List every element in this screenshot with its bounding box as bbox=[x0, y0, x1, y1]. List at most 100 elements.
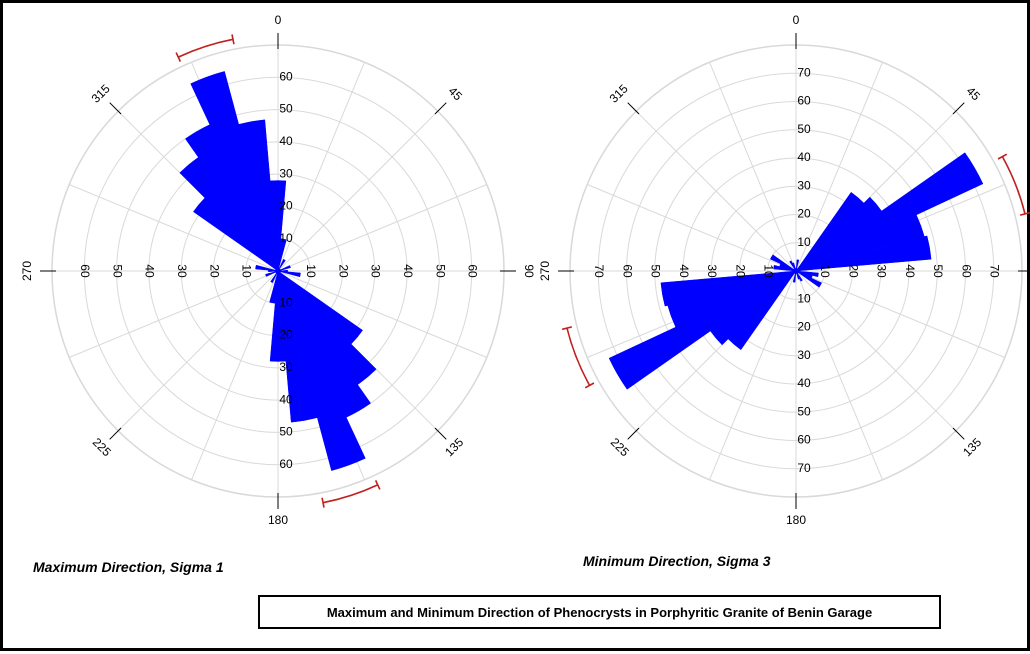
direction-label: 270 bbox=[538, 261, 552, 281]
radial-value-label: 10 bbox=[240, 264, 254, 278]
rose-petal bbox=[277, 238, 287, 272]
confidence-arc-cap bbox=[584, 382, 595, 389]
figure-caption-box: Maximum and Minimum Direction of Phenocr… bbox=[258, 595, 941, 629]
grid-spoke bbox=[69, 184, 279, 272]
rose-petal bbox=[255, 264, 279, 272]
radial-value-label: 40 bbox=[279, 392, 293, 406]
rose-petal bbox=[795, 270, 803, 282]
radial-value-label: 10 bbox=[818, 264, 832, 278]
confidence-arc-cap bbox=[997, 153, 1008, 160]
radial-value-label: 50 bbox=[279, 102, 293, 116]
grid-spoke bbox=[277, 270, 487, 358]
rose-petal bbox=[265, 270, 279, 277]
radial-value-label: 40 bbox=[279, 134, 293, 148]
rose-petal bbox=[269, 270, 279, 304]
radial-value-label: 10 bbox=[797, 235, 811, 249]
grid-spoke bbox=[795, 270, 1005, 358]
rose-diagrams: 0459013518022527031510101010202020203030… bbox=[20, 13, 1030, 527]
direction-label: 45 bbox=[446, 84, 466, 104]
radial-value-label: 40 bbox=[677, 264, 691, 278]
radial-value-label: 20 bbox=[733, 264, 747, 278]
confidence-arc-cap bbox=[374, 480, 381, 490]
direction-tick bbox=[952, 102, 965, 115]
radial-value-label: 60 bbox=[620, 264, 634, 278]
confidence-arc bbox=[566, 327, 591, 386]
rose-center bbox=[275, 268, 281, 274]
rose-petal bbox=[660, 270, 797, 307]
rose-petal bbox=[795, 235, 932, 272]
direction-label: 45 bbox=[964, 84, 984, 104]
rose-petal bbox=[770, 254, 797, 272]
grid-spoke bbox=[709, 270, 797, 480]
direction-label: 180 bbox=[268, 513, 288, 527]
rose-petal bbox=[269, 270, 287, 362]
direction-label: 0 bbox=[793, 13, 800, 27]
radial-value-label: 10 bbox=[279, 295, 293, 309]
radial-value-label: 30 bbox=[705, 264, 719, 278]
rose-petal bbox=[277, 270, 301, 278]
radial-value-label: 30 bbox=[797, 348, 811, 362]
radial-value-label: 30 bbox=[279, 360, 293, 374]
direction-tick bbox=[627, 102, 640, 115]
radial-value-label: 70 bbox=[797, 461, 811, 475]
radial-value-label: 20 bbox=[279, 199, 293, 213]
grid-spoke bbox=[277, 184, 487, 272]
confidence-arc-cap bbox=[321, 497, 325, 508]
radial-value-label: 20 bbox=[336, 264, 350, 278]
radial-value-label: 10 bbox=[762, 264, 776, 278]
radial-value-label: 30 bbox=[875, 264, 889, 278]
rose-petal bbox=[789, 260, 797, 272]
grid-spoke bbox=[795, 62, 883, 272]
radial-value-label: 60 bbox=[797, 94, 811, 108]
radial-value-label: 40 bbox=[797, 376, 811, 390]
direction-label: 180 bbox=[786, 513, 806, 527]
grid-spoke bbox=[587, 184, 797, 272]
confidence-arc-cap bbox=[231, 34, 235, 45]
grid-spoke bbox=[709, 62, 797, 272]
radial-value-label: 40 bbox=[401, 264, 415, 278]
radial-value-label: 60 bbox=[279, 69, 293, 83]
radial-value-label: 20 bbox=[846, 264, 860, 278]
grid-spoke bbox=[277, 62, 365, 272]
direction-label: 0 bbox=[275, 13, 282, 27]
radial-value-label: 50 bbox=[433, 264, 447, 278]
grid-spoke bbox=[69, 270, 279, 358]
direction-label: 270 bbox=[20, 261, 34, 281]
grid-spoke bbox=[635, 110, 797, 272]
radial-value-label: 20 bbox=[207, 264, 221, 278]
direction-tick bbox=[109, 102, 122, 115]
rose-petal bbox=[185, 124, 279, 272]
direction-tick bbox=[627, 427, 640, 440]
direction-label: 315 bbox=[607, 81, 631, 105]
radial-value-label: 60 bbox=[959, 264, 973, 278]
chart-title-maximum: Maximum Direction, Sigma 1 bbox=[33, 559, 224, 575]
confidence-arc-cap bbox=[1019, 211, 1030, 216]
radial-value-label: 30 bbox=[369, 264, 383, 278]
rose-petal bbox=[795, 270, 822, 288]
direction-label: 315 bbox=[89, 81, 113, 105]
radial-value-label: 50 bbox=[279, 425, 293, 439]
direction-label: 90 bbox=[522, 264, 536, 278]
confidence-arc bbox=[177, 38, 234, 58]
radial-value-label: 20 bbox=[797, 207, 811, 221]
direction-tick bbox=[434, 102, 447, 115]
confidence-arc bbox=[322, 484, 379, 504]
radial-value-label: 40 bbox=[797, 150, 811, 164]
rose-petal bbox=[277, 270, 366, 471]
direction-tick bbox=[952, 427, 965, 440]
grid-spoke bbox=[117, 270, 279, 432]
grid-spoke bbox=[795, 270, 957, 432]
confidence-arc-cap bbox=[175, 52, 182, 62]
rose-petal bbox=[795, 152, 984, 272]
radial-value-label: 70 bbox=[797, 65, 811, 79]
rose-petal bbox=[608, 270, 797, 390]
rose-center bbox=[793, 268, 799, 274]
radial-value-label: 30 bbox=[797, 178, 811, 192]
radial-value-label: 50 bbox=[649, 264, 663, 278]
radial-value-label: 60 bbox=[279, 457, 293, 471]
grid-spoke bbox=[795, 270, 883, 480]
radial-value-label: 60 bbox=[466, 264, 480, 278]
radial-value-label: 50 bbox=[797, 122, 811, 136]
rose-diagram-minimum: 0459013518022527031510101010202020203030… bbox=[538, 13, 1030, 527]
grid-spoke bbox=[191, 270, 279, 480]
